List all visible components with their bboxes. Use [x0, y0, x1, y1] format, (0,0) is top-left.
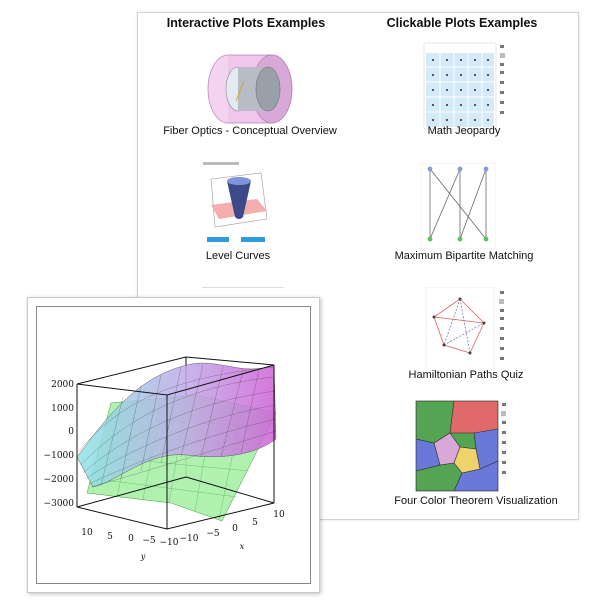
hidden-example-thumbnail — [202, 287, 284, 300]
fiber-optics-thumbnail[interactable] — [200, 51, 300, 127]
z-tick: 1000 — [51, 404, 74, 414]
hamiltonian-quiz-thumbnail[interactable] — [424, 287, 508, 371]
x-tick: −5 — [206, 529, 220, 539]
z-tick: −2000 — [44, 475, 75, 485]
interactive-plots-title: Interactive Plots Examples — [166, 16, 326, 30]
y-tick: 5 — [107, 532, 113, 542]
bipartite-matching-thumbnail[interactable] — [420, 163, 496, 249]
x-tick: 0 — [232, 524, 238, 534]
bipartite-matching-link[interactable]: Maximum Bipartite Matching — [394, 250, 534, 262]
y-axis-label: y — [140, 552, 146, 561]
x-axis-label: x — [240, 542, 245, 551]
z-tick: −1000 — [44, 451, 75, 461]
four-color-link[interactable]: Four Color Theorem Visualization — [394, 495, 558, 507]
surface-plot-3d[interactable]: 2000 1000 0 −1000 −2000 −3000 10 5 0 −5 … — [37, 307, 310, 583]
surface-plot-window: 2000 1000 0 −1000 −2000 −3000 10 5 0 −5 … — [27, 297, 320, 593]
level-curves-link[interactable]: Level Curves — [205, 250, 271, 262]
math-jeopardy-thumbnail[interactable] — [422, 41, 508, 131]
y-tick: 10 — [81, 528, 93, 538]
x-tick: 5 — [252, 518, 258, 528]
math-jeopardy-link[interactable]: Math Jeopardy — [427, 125, 501, 137]
y-tick: −5 — [142, 536, 156, 546]
x-tick: −10 — [180, 534, 199, 544]
four-color-thumbnail[interactable] — [414, 399, 510, 493]
y-tick: 0 — [128, 534, 134, 544]
clickable-plots-title: Clickable Plots Examples — [386, 16, 538, 30]
z-tick: 0 — [68, 427, 74, 437]
z-tick: 2000 — [51, 380, 74, 390]
x-tick: 10 — [273, 510, 285, 520]
z-tick: −3000 — [44, 499, 75, 509]
surface-plot-frame: 2000 1000 0 −1000 −2000 −3000 10 5 0 −5 … — [36, 306, 311, 584]
hamiltonian-quiz-link[interactable]: Hamiltonian Paths Quiz — [408, 369, 524, 381]
y-tick: −10 — [160, 538, 179, 548]
level-curves-thumbnail[interactable] — [201, 161, 273, 247]
fiber-optics-link[interactable]: Fiber Optics - Conceptual Overview — [163, 125, 337, 137]
